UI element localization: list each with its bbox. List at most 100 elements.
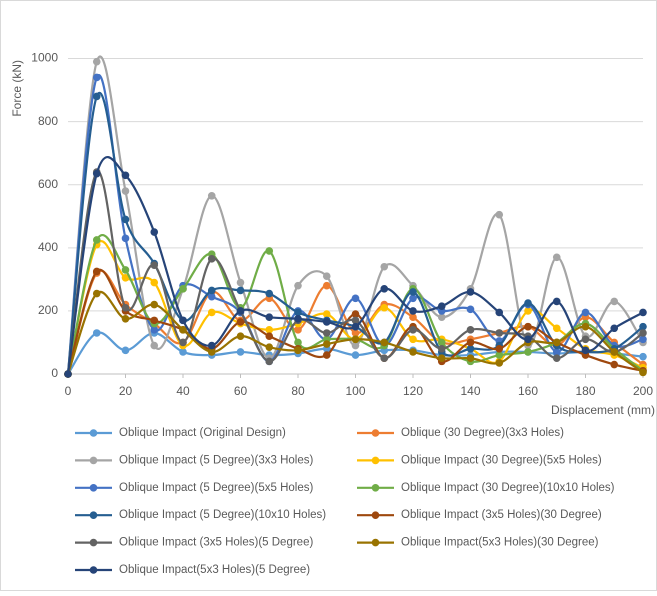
data-point: [294, 338, 302, 347]
data-point: [351, 310, 360, 318]
legend-marker: [89, 484, 98, 492]
data-point: [236, 348, 245, 356]
data-point: [466, 344, 475, 353]
data-point: [639, 352, 647, 361]
data-point: [121, 266, 130, 274]
data-point: [351, 351, 360, 359]
data-point: [265, 247, 274, 255]
data-point: [265, 326, 274, 334]
data-point: [409, 335, 417, 344]
data-point: [409, 307, 417, 315]
x-tick-label: 100: [345, 384, 365, 398]
x-tick-label: 20: [119, 384, 133, 398]
data-point: [294, 326, 302, 334]
data-point: [524, 335, 532, 344]
data-point: [322, 281, 331, 290]
x-tick-label: 140: [460, 384, 480, 398]
data-point: [150, 261, 159, 269]
data-point: [236, 307, 245, 315]
data-point: [610, 324, 619, 333]
data-point: [121, 187, 130, 195]
data-point: [409, 313, 417, 322]
data-point: [552, 338, 561, 347]
data-point: [380, 303, 389, 312]
data-point: [610, 348, 619, 356]
data-point: [64, 370, 72, 378]
data-point: [92, 329, 101, 337]
data-point: [495, 308, 504, 317]
data-point: [265, 343, 274, 351]
data-point: [466, 305, 475, 314]
data-point: [409, 326, 417, 334]
data-point: [437, 338, 446, 347]
data-point: [236, 278, 245, 287]
data-point: [610, 360, 619, 369]
y-tick-label: 800: [38, 114, 58, 128]
data-point: [437, 302, 446, 310]
data-point: [466, 326, 475, 334]
data-point: [552, 324, 561, 333]
data-point: [294, 346, 302, 355]
legend-label: Oblique Impact (30 Degree)(5x5 Holes): [401, 454, 602, 466]
data-point: [639, 329, 647, 337]
legend-marker: [371, 456, 380, 465]
data-point: [121, 303, 130, 312]
data-point: [121, 314, 130, 323]
data-point: [179, 285, 187, 293]
data-point: [495, 329, 504, 337]
data-point: [92, 57, 101, 66]
data-point: [207, 292, 216, 301]
legend-marker: [371, 429, 380, 437]
data-point: [409, 288, 417, 296]
data-point: [351, 294, 360, 303]
legend-marker: [89, 566, 98, 574]
data-point: [236, 332, 245, 340]
legend-label: Oblique Impact(5x3 Holes)(5 Degree): [119, 564, 310, 576]
data-point: [150, 316, 159, 325]
data-point: [495, 344, 504, 353]
data-point: [322, 340, 331, 348]
data-point: [581, 335, 590, 344]
data-point: [207, 348, 216, 356]
data-point: [294, 314, 302, 323]
data-point: [92, 169, 101, 178]
legend-marker: [89, 538, 98, 547]
data-point: [380, 338, 389, 347]
data-point: [581, 308, 590, 317]
data-point: [524, 322, 532, 331]
x-tick-label: 200: [633, 384, 653, 398]
data-point: [150, 228, 159, 236]
legend-marker: [371, 484, 380, 492]
data-point: [150, 300, 159, 309]
y-axis-label: Force (kN): [10, 60, 24, 117]
data-point: [524, 348, 532, 356]
x-axis-label: Displacement (mm): [551, 403, 655, 417]
data-point: [294, 281, 302, 290]
data-point: [409, 348, 417, 356]
data-point: [437, 354, 446, 363]
data-point: [294, 308, 302, 317]
y-tick-label: 600: [38, 177, 58, 191]
data-point: [552, 297, 561, 306]
data-point: [380, 354, 389, 363]
legend-marker: [89, 511, 98, 519]
data-point: [265, 357, 274, 366]
x-tick-label: 0: [65, 384, 72, 398]
data-point: [207, 255, 216, 263]
data-point: [121, 346, 130, 355]
data-point: [236, 286, 245, 295]
legend-label: Oblique Impact(5x3 Holes)(30 Degree): [401, 537, 599, 549]
data-point: [495, 351, 504, 359]
data-point: [179, 348, 187, 356]
data-point: [121, 215, 130, 224]
data-point: [495, 359, 504, 367]
data-point: [92, 289, 101, 298]
data-point: [207, 191, 216, 200]
data-point: [236, 318, 245, 326]
data-point: [552, 253, 561, 262]
y-tick-label: 1000: [31, 51, 58, 65]
data-point: [552, 354, 561, 363]
y-tick-label: 0: [51, 366, 58, 380]
